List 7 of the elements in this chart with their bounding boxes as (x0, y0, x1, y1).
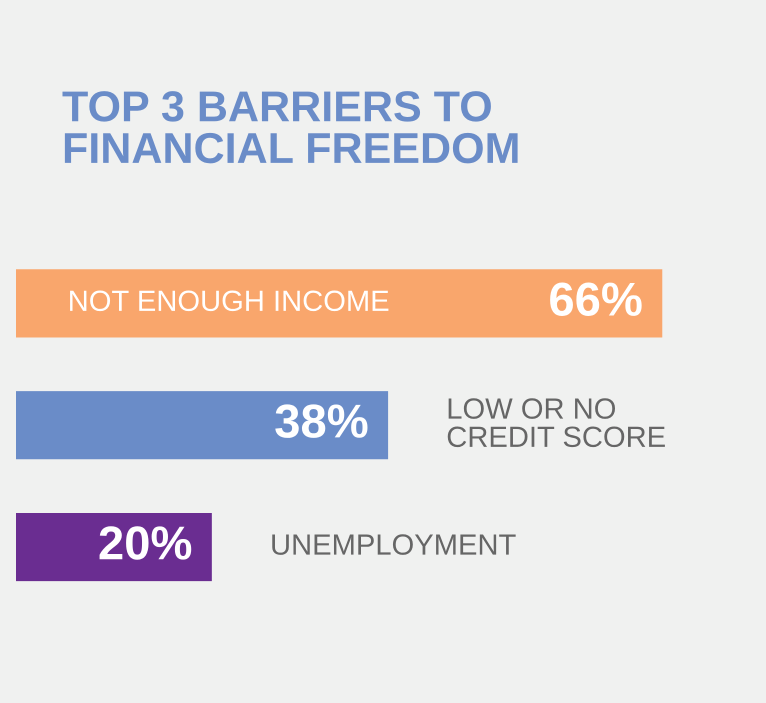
y-tick-label: NOT ENOUGH INCOME (70, 290, 388, 312)
data-label: 66% (550, 282, 642, 316)
y-tick-label: UNEMPLOYMENT (272, 534, 516, 555)
chart-title: TOP 3 BARRIERS TO FINANCIAL FREEDOM (62, 91, 518, 164)
y-tick-label: LOW OR NO CREDIT SCORE (448, 398, 665, 448)
data-label: 38% (275, 404, 368, 438)
data-label: 20% (100, 526, 192, 560)
